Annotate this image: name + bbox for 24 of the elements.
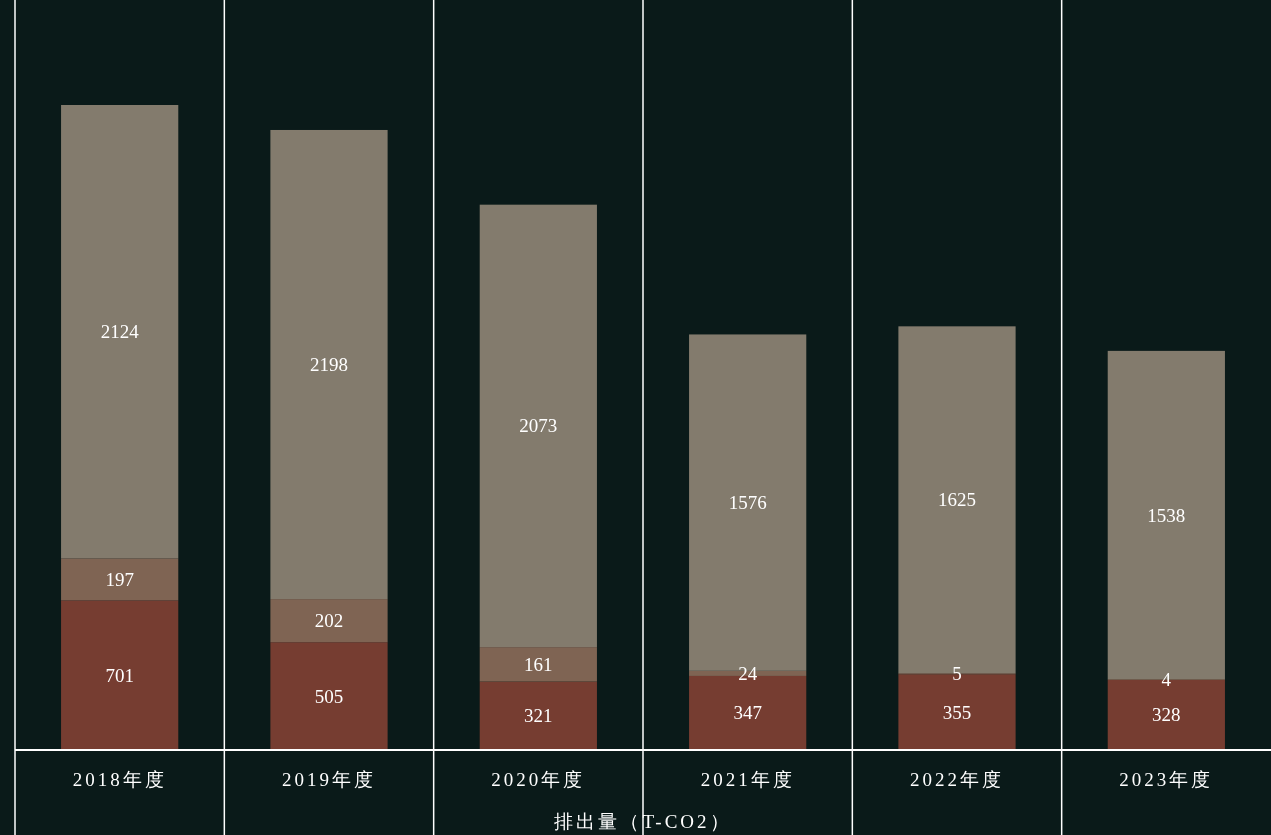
x-tick-label: 2020年度 bbox=[491, 768, 586, 790]
data-label: 202 bbox=[314, 610, 344, 632]
data-label: 321 bbox=[524, 705, 553, 727]
data-label: 505 bbox=[314, 685, 344, 707]
data-label: 2124 bbox=[100, 321, 140, 343]
x-tick-label: 2019年度 bbox=[282, 768, 376, 790]
x-tick-label: 2023年度 bbox=[1119, 768, 1214, 790]
x-tick-label: 2021年度 bbox=[700, 768, 795, 790]
data-label: 355 bbox=[942, 701, 972, 723]
data-label: 1625 bbox=[938, 489, 976, 511]
data-label: 1538 bbox=[1147, 504, 1186, 526]
data-label: 2073 bbox=[519, 415, 558, 437]
data-label: 161 bbox=[524, 653, 553, 675]
data-label: 5 bbox=[952, 663, 962, 685]
data-label: 328 bbox=[1152, 704, 1181, 726]
data-label: 4 bbox=[1161, 669, 1172, 691]
data-label: 347 bbox=[733, 702, 762, 724]
data-label: 1576 bbox=[728, 492, 767, 514]
data-label: 197 bbox=[105, 568, 134, 590]
data-label: 701 bbox=[105, 664, 134, 686]
data-label: 24 bbox=[738, 662, 758, 684]
x-tick-label: 2022年度 bbox=[910, 768, 1004, 790]
x-tick-label: 2018年度 bbox=[72, 768, 167, 790]
data-label: 2198 bbox=[310, 354, 348, 376]
